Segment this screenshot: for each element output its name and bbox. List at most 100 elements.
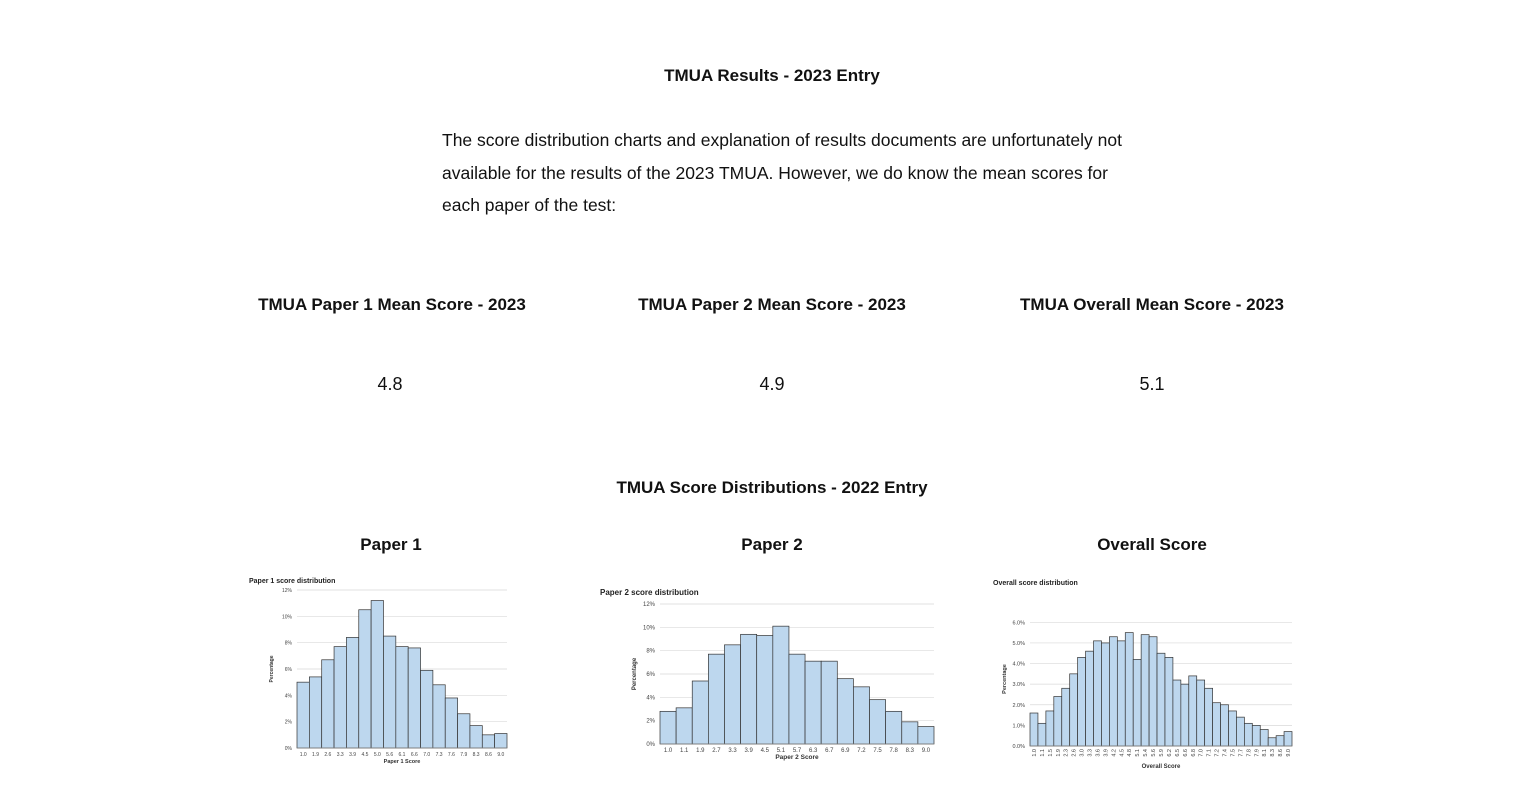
x-tick-label: 1.9 (312, 752, 319, 758)
y-tick-label: 4% (285, 693, 293, 699)
x-tick-label: 3.9 (349, 752, 356, 758)
bar (1251, 725, 1261, 747)
x-tick-label: 7.0 (423, 752, 430, 758)
x-tick-label: 6.5 (1175, 749, 1181, 757)
x-tick-label: 5.9 (1159, 749, 1165, 757)
bar (1212, 702, 1221, 747)
y-tick-label: 12% (282, 588, 293, 594)
x-tick-label: 6.6 (411, 752, 418, 758)
x-tick-label: 7.5 (873, 748, 882, 754)
x-tick-label: 7.9 (1254, 749, 1260, 757)
bar (1196, 679, 1206, 747)
x-tick-label: 6.2 (1167, 749, 1173, 757)
y-tick-label: 10% (282, 614, 293, 620)
bar (358, 609, 372, 749)
x-tick-label: 7.4 (1223, 749, 1229, 757)
section-title: TMUA Score Distributions - 2022 Entry (616, 478, 928, 497)
bar (901, 721, 919, 745)
y-tick-label: 10% (643, 625, 656, 631)
bar (1220, 704, 1229, 747)
bar (740, 633, 758, 745)
y-tick-label: 0% (285, 746, 293, 752)
bar (724, 644, 741, 745)
y-axis-label: Percentage (632, 657, 638, 690)
bar (772, 625, 790, 745)
x-tick-label: 7.0 (1199, 749, 1205, 757)
x-tick-label: 8.3 (473, 752, 480, 758)
bar (1037, 722, 1047, 747)
bar (1244, 722, 1253, 747)
y-tick-label: 3.0% (1012, 682, 1025, 688)
bar (1069, 673, 1078, 747)
x-tick-label: 1.0 (300, 752, 307, 758)
bar (1228, 710, 1237, 747)
bar (333, 646, 347, 749)
x-tick-label: 2.7 (712, 748, 721, 754)
bar (1124, 632, 1134, 747)
x-tick-label: 5.7 (793, 748, 802, 754)
bar (1275, 735, 1285, 747)
x-tick-label: 3.9 (1103, 749, 1109, 757)
mean-value: 4.8 (377, 374, 403, 394)
y-tick-label: 2% (285, 720, 293, 726)
bar (457, 713, 471, 749)
x-tick-label: 3.3 (337, 752, 344, 758)
x-axis-label: Paper 2 Score (775, 754, 819, 761)
bar (1267, 737, 1277, 747)
x-tick-label: 8.1 (1262, 749, 1268, 757)
chart-title: Paper 1 score distribution (249, 578, 335, 585)
y-tick-label: 2% (646, 719, 655, 725)
chart: Paper 1 score distribution Percentage 0% 2%… (249, 578, 508, 765)
bar (885, 710, 903, 745)
x-tick-label: 3.0 (1080, 749, 1086, 757)
x-tick-label: 7.8 (1246, 749, 1252, 757)
bar (708, 653, 725, 745)
mean-value: 5.1 (1139, 374, 1165, 394)
x-tick-label: 7.2 (1215, 749, 1221, 757)
x-tick-label: 3.3 (728, 748, 737, 754)
x-tick-label: 1.9 (696, 748, 705, 754)
x-tick-label: 1.0 (664, 748, 673, 754)
y-tick-label: 4.0% (1012, 662, 1025, 668)
x-tick-label: 6.8 (1191, 749, 1197, 757)
x-tick-label: 1.1 (1040, 749, 1046, 757)
y-tick-label: 4% (646, 695, 655, 701)
panel-title: Paper 1 (360, 535, 422, 554)
bar (494, 733, 508, 749)
bar (321, 659, 335, 749)
bar (432, 684, 446, 749)
y-axis-label: Percentage (269, 655, 275, 682)
y-tick-label: 6% (285, 667, 293, 673)
bar (1061, 687, 1071, 747)
x-tick-label: 7.6 (448, 752, 455, 758)
bar (1045, 710, 1055, 747)
x-tick-label: 5.6 (1151, 749, 1157, 757)
bar (370, 600, 384, 749)
x-tick-label: 4.8 (1127, 749, 1133, 757)
y-tick-label: 1.0% (1012, 723, 1025, 729)
y-tick-label: 0% (646, 742, 655, 748)
y-tick-label: 8% (646, 649, 655, 655)
bar (1132, 659, 1142, 747)
x-tick-label: 8.3 (906, 748, 915, 754)
bar (346, 637, 360, 749)
bar (804, 660, 822, 745)
bar (836, 678, 854, 745)
x-tick-label: 9.0 (497, 752, 504, 758)
x-tick-label: 1.0 (1032, 749, 1038, 757)
bar (1077, 657, 1086, 747)
bar (1259, 729, 1269, 747)
x-tick-label: 7.2 (857, 748, 866, 754)
mean-label: TMUA Paper 2 Mean Score - 2023 (638, 295, 906, 314)
x-axis-label: Overall Score (1142, 764, 1181, 770)
bar (383, 635, 397, 749)
x-tick-label: 8.6 (485, 752, 492, 758)
bar (395, 646, 409, 749)
bar (1172, 679, 1182, 747)
y-tick-label: 5.0% (1012, 641, 1025, 647)
x-axis-label: Paper 1 Score (384, 759, 421, 765)
x-tick-label: 7.9 (460, 752, 467, 758)
x-tick-label: 9.0 (922, 748, 931, 754)
panel-title: Overall Score (1097, 535, 1207, 554)
